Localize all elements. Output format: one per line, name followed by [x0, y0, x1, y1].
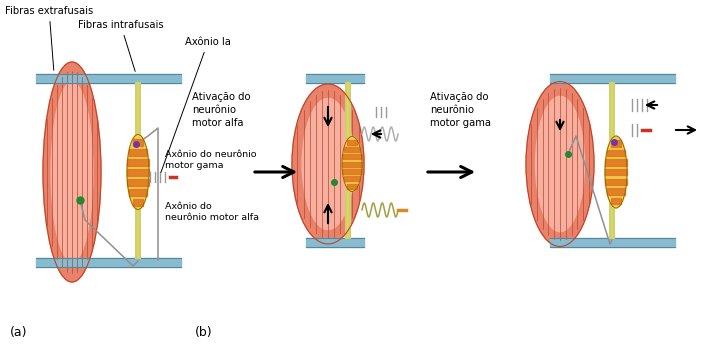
Ellipse shape: [526, 82, 594, 246]
Bar: [606, 178, 626, 185]
Bar: [347, 140, 356, 145]
Bar: [344, 147, 360, 152]
Bar: [347, 184, 356, 189]
Bar: [133, 139, 143, 146]
Text: (b): (b): [195, 326, 212, 339]
Bar: [550, 238, 674, 246]
Bar: [306, 74, 364, 83]
Ellipse shape: [605, 136, 627, 208]
Bar: [606, 159, 626, 166]
Ellipse shape: [342, 136, 362, 191]
Bar: [306, 238, 364, 246]
Bar: [550, 74, 674, 83]
Bar: [607, 188, 625, 195]
Ellipse shape: [43, 62, 101, 282]
Ellipse shape: [51, 82, 93, 262]
Bar: [129, 189, 147, 196]
Bar: [133, 199, 143, 205]
Bar: [342, 169, 361, 174]
Ellipse shape: [302, 98, 354, 230]
Ellipse shape: [535, 96, 584, 232]
Text: Axônio Ia: Axônio Ia: [161, 37, 231, 173]
Text: Axônio do neurônio
motor gama: Axônio do neurônio motor gama: [165, 150, 256, 170]
Bar: [344, 176, 360, 181]
Bar: [605, 169, 627, 175]
Text: (a): (a): [10, 326, 28, 339]
Bar: [128, 179, 148, 186]
Ellipse shape: [292, 84, 364, 244]
Text: Ativação do
neurônio
motor gama: Ativação do neurônio motor gama: [430, 92, 491, 128]
Text: Fibras extrafusais: Fibras extrafusais: [5, 6, 93, 70]
Bar: [36, 74, 180, 83]
Bar: [128, 159, 148, 166]
Bar: [342, 154, 361, 159]
Bar: [127, 169, 149, 176]
Ellipse shape: [127, 134, 149, 210]
Bar: [342, 162, 362, 167]
Bar: [607, 150, 625, 156]
Bar: [36, 258, 180, 266]
Bar: [611, 198, 621, 204]
Text: Fibras intrafusais: Fibras intrafusais: [78, 20, 163, 71]
Bar: [129, 149, 147, 156]
Text: Axônio do
neurônio motor alfa: Axônio do neurônio motor alfa: [165, 202, 259, 222]
Bar: [611, 140, 621, 147]
Text: Ativação do
neurônio
motor alfa: Ativação do neurônio motor alfa: [192, 92, 251, 128]
